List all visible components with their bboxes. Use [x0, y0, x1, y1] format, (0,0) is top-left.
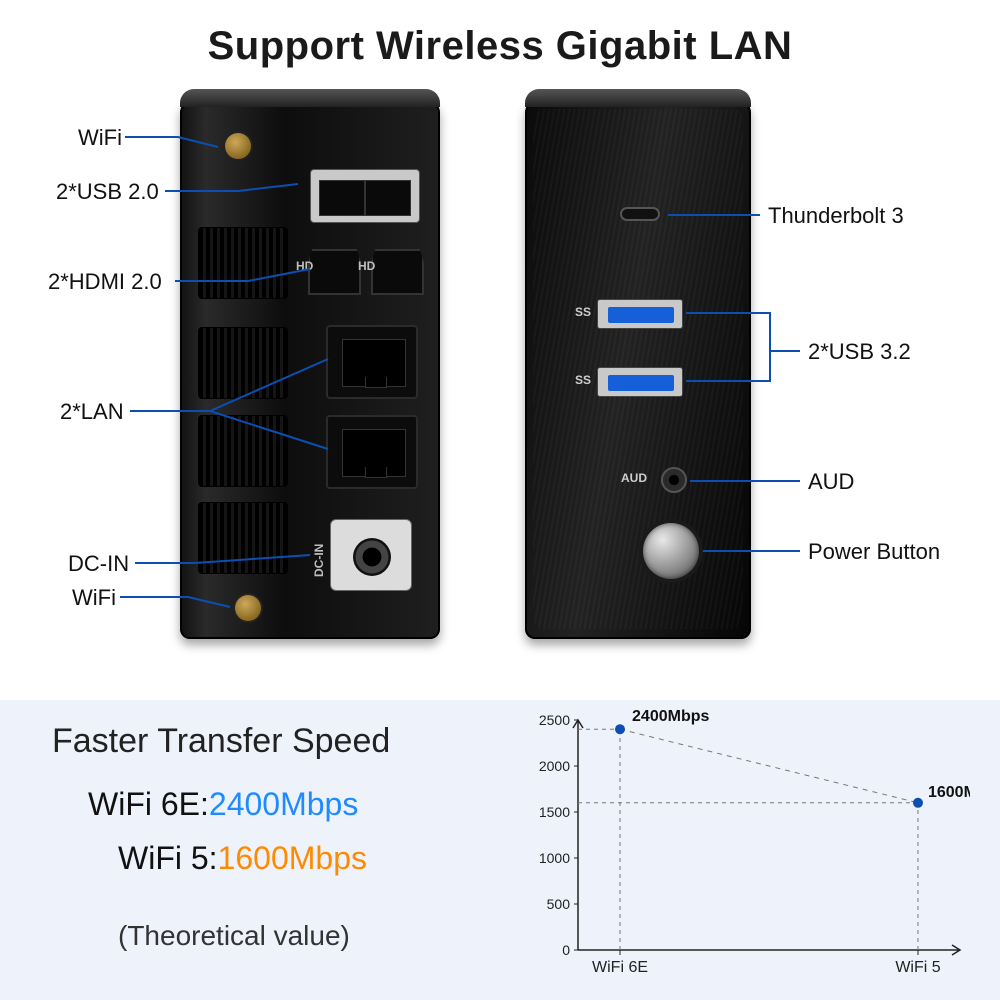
dc-in-port-icon — [330, 519, 412, 591]
ss-text: SS — [575, 373, 591, 387]
wifi5-value: 1600Mbps — [218, 840, 367, 876]
aud-text: AUD — [621, 471, 647, 485]
hdmi-text: HD — [296, 259, 313, 273]
vent-icon — [198, 415, 288, 487]
lan-port-icon — [326, 415, 418, 489]
ss-text: SS — [575, 305, 591, 319]
wifi-antenna-bottom-icon — [235, 595, 261, 621]
wifi-antenna-top-icon — [225, 133, 251, 159]
callout-usb32: 2*USB 3.2 — [808, 339, 911, 365]
callout-power: Power Button — [808, 539, 940, 565]
hdmi-text: HD — [358, 259, 375, 273]
svg-text:2400Mbps: 2400Mbps — [632, 708, 709, 725]
device-rear: HD HD DC-IN — [180, 99, 440, 639]
usb32-port-icon — [597, 299, 683, 329]
thunderbolt3-port-icon — [620, 207, 660, 221]
wifi6e-label: WiFi 6E: — [88, 786, 209, 822]
svg-text:1500: 1500 — [539, 804, 570, 820]
svg-text:500: 500 — [547, 896, 571, 912]
device-diagram: HD HD DC-IN SS SS AUD — [0, 69, 1000, 689]
page-title: Support Wireless Gigabit LAN — [0, 0, 1000, 69]
leader-lines — [0, 69, 1000, 689]
power-button-icon — [643, 523, 699, 579]
wifi5-label: WiFi 5: — [118, 840, 218, 876]
vent-icon — [198, 502, 288, 574]
device-front: SS SS AUD — [525, 99, 751, 639]
svg-text:2000: 2000 — [539, 758, 570, 774]
callout-wifi-top: WiFi — [78, 125, 122, 151]
svg-text:1600Mbps: 1600Mbps — [928, 784, 970, 801]
usb2-ports-icon — [310, 169, 420, 223]
callout-wifi-bot: WiFi — [72, 585, 116, 611]
usb32-port-icon — [597, 367, 683, 397]
callout-lan: 2*LAN — [60, 399, 124, 425]
callout-usb2: 2*USB 2.0 — [56, 179, 159, 205]
bottom-panel: Faster Transfer Speed WiFi 6E:2400Mbps W… — [0, 700, 1000, 1000]
lan-port-icon — [326, 325, 418, 399]
svg-text:2500: 2500 — [539, 712, 570, 728]
wifi6e-value: 2400Mbps — [209, 786, 358, 822]
callout-dcin: DC-IN — [68, 551, 129, 577]
dcin-text: DC-IN — [312, 544, 326, 577]
svg-text:0: 0 — [562, 942, 570, 958]
callout-aud: AUD — [808, 469, 854, 495]
theoretical-note: (Theoretical value) — [118, 920, 350, 952]
svg-text:1000: 1000 — [539, 850, 570, 866]
vent-icon — [198, 327, 288, 399]
audio-jack-icon — [661, 467, 687, 493]
callout-tb3: Thunderbolt 3 — [768, 203, 904, 229]
speed-title: Faster Transfer Speed — [52, 722, 390, 761]
vent-icon — [198, 227, 288, 299]
speed-chart: 0 500 1000 1500 2000 2500 WiFi 6E WiFi 5 2400Mbp… — [530, 708, 970, 984]
svg-text:WiFi 6E: WiFi 6E — [592, 959, 648, 976]
callout-hdmi: 2*HDMI 2.0 — [48, 269, 162, 295]
svg-text:WiFi 5: WiFi 5 — [895, 959, 940, 976]
